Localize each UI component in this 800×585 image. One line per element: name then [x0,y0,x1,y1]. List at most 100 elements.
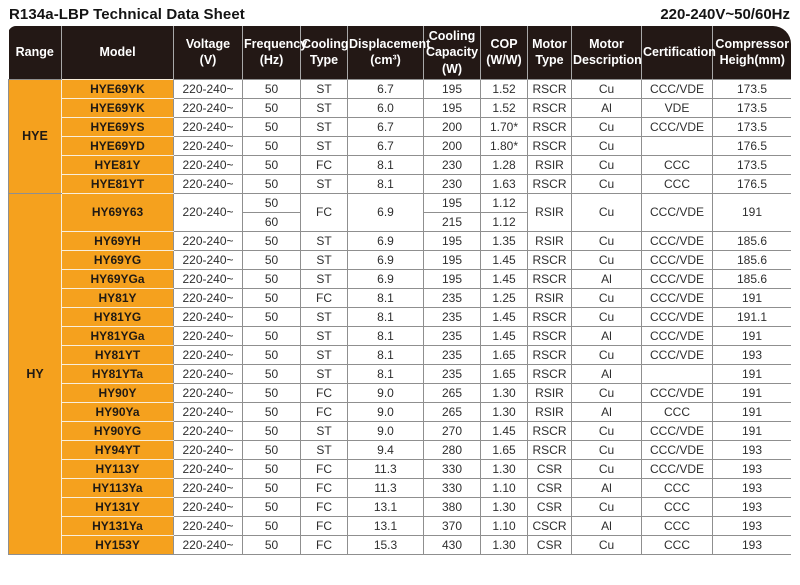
cell-displacement: 8.1 [347,154,424,175]
cell-cooling-type: ST [300,78,348,99]
cell-compressor-height: 193 [712,515,791,536]
cell-cooling-type: ST [300,230,348,251]
cell-cooling-type: FC [300,401,348,422]
cell-voltage: 220-240~ [173,287,243,308]
cell-compressor-height: 193 [712,458,791,479]
cell-certification: CCC/VDE [641,116,713,137]
cell-cooling-type: ST [300,439,348,460]
header-row: Range Model Voltage (V) Frequency (Hz) Cooli… [8,26,791,80]
data-sheet-table-wrapper: Range Model Voltage (V) Frequency (Hz) Cooli… [8,26,791,555]
table-row: HYE69YS 220-240~ 50 ST 6.7 200 1.70* RSCR Cu CCC/… [9,116,791,137]
cell-frequency: 50 [242,439,301,460]
column-header: Voltage (V) [173,26,243,80]
cell-motor-description: Cu [571,116,642,137]
cell-cooling-type: FC [300,154,348,175]
cell-cop: 1.45 [480,306,528,327]
cell-certification: CCC/VDE [641,268,713,289]
cell-motor-description: Cu [571,154,642,175]
cell-motor-description: Al [571,363,642,384]
cell-cooling-type: ST [300,363,348,384]
cell-frequency: 50 [242,192,301,213]
column-header: COP (W/W) [480,26,528,80]
cell-certification: CCC/VDE [641,249,713,270]
cell-motor-type: RSIR [527,401,572,422]
cell-motor-type: RSIR [527,287,572,308]
cell-cooling-capacity: 230 [423,173,481,194]
cell-frequency: 50 [242,477,301,498]
cell-cop: 1.45 [480,420,528,441]
cell-compressor-height: 193 [712,439,791,460]
cell-cop: 1.10 [480,477,528,498]
cell-cooling-type: FC [300,458,348,479]
cell-model: HY94YT [61,439,174,460]
cell-frequency: 50 [242,230,301,251]
table-row: HYE69YD 220-240~ 50 ST 6.7 200 1.80* RSCR Cu 176.… [9,135,791,156]
cell-motor-type: RSCR [527,173,572,194]
cell-motor-type: RSIR [527,230,572,251]
voltage-frequency-spec: 220-240V~50/60Hz [660,5,790,23]
cell-cop: 1.70* [480,116,528,137]
cell-compressor-height: 191 [712,325,791,346]
table-row: 60 215 1.12 [9,211,792,232]
cell-certification [641,135,713,156]
cell-certification: CCC [641,496,713,517]
column-header: Frequency (Hz) [242,26,307,80]
cell-cop: 1.45 [480,325,528,346]
table-row: HYE81Y 220-240~ 50 FC 8.1 230 1.28 RSIR Cu CCC 173… [9,154,791,175]
cell-model: HYE69YK [61,97,174,118]
cell-certification: CCC [641,154,713,175]
cell-frequency: 50 [242,97,301,118]
cell-cop: 1.80* [480,135,528,156]
cell-voltage: 220-240~ [173,534,243,555]
table-row: HY90Ya 220-240~ 50 FC 9.0 265 1.30 RSIR Al CCC 191 [9,401,791,422]
cell-model: HY81YG [61,306,174,327]
cell-range: HY [8,192,62,555]
table-row: HY81YGa 220-240~ 50 ST 8.1 235 1.45 RSCR Al CCC/V… [9,325,791,346]
cell-certification: CCC/VDE [641,420,713,441]
cell-frequency: 50 [242,78,301,99]
cell-cooling-capacity: 280 [423,439,481,460]
table-row: HY90Y 220-240~ 50 FC 9.0 265 1.30 RSIR Cu CCC/VDE… [9,382,791,403]
cell-voltage: 220-240~ [173,382,243,403]
cell-frequency: 50 [242,287,301,308]
cell-model: HY69YH [61,230,174,251]
cell-displacement: 13.1 [347,515,424,536]
cell-voltage: 220-240~ [173,458,243,479]
cell-frequency: 50 [242,135,301,156]
cell-frequency: 50 [242,363,301,384]
cell-model: HYE69YD [61,135,174,156]
cell-voltage: 220-240~ [173,192,243,232]
cell-compressor-height: 191 [712,401,791,422]
cell-displacement: 8.1 [347,287,424,308]
column-header: Motor Type [527,26,572,80]
cell-displacement: 6.7 [347,116,424,137]
cell-motor-type: RSCR [527,344,572,365]
cell-voltage: 220-240~ [173,325,243,346]
table-row: HY81YT 220-240~ 50 ST 8.1 235 1.65 RSCR Cu CCC/VD… [9,344,791,365]
cell-voltage: 220-240~ [173,154,243,175]
column-header: Motor Description [571,26,642,80]
cell-cooling-type: ST [300,306,348,327]
cell-compressor-height: 173.5 [712,116,791,137]
column-header: Displacement (cm³) [347,26,430,80]
cell-cooling-capacity: 235 [423,325,481,346]
column-header: Cooling Capacity (W) [423,26,481,80]
cell-compressor-height: 191 [712,192,791,232]
cell-certification: CCC/VDE [641,230,713,251]
cell-cop: 1.65 [480,344,528,365]
cell-frequency: 50 [242,116,301,137]
cell-model: HY69Y63 [61,192,174,232]
cell-frequency: 50 [242,249,301,270]
cell-cop: 1.45 [480,268,528,289]
cell-cop: 1.65 [480,363,528,384]
table-row: HY131Y 220-240~ 50 FC 13.1 380 1.30 CSR Cu CCC 193 [9,496,791,517]
cell-cooling-type: ST [300,268,348,289]
cell-cooling-type: ST [300,97,348,118]
cell-cooling-capacity: 330 [423,477,481,498]
cell-displacement: 9.0 [347,420,424,441]
cell-voltage: 220-240~ [173,249,243,270]
cell-displacement: 6.9 [347,192,424,232]
table-row: HY69YG 220-240~ 50 ST 6.9 195 1.45 RSCR Cu CCC/VD… [9,249,791,270]
cell-motor-description: Cu [571,287,642,308]
cell-cop: 1.52 [480,97,528,118]
